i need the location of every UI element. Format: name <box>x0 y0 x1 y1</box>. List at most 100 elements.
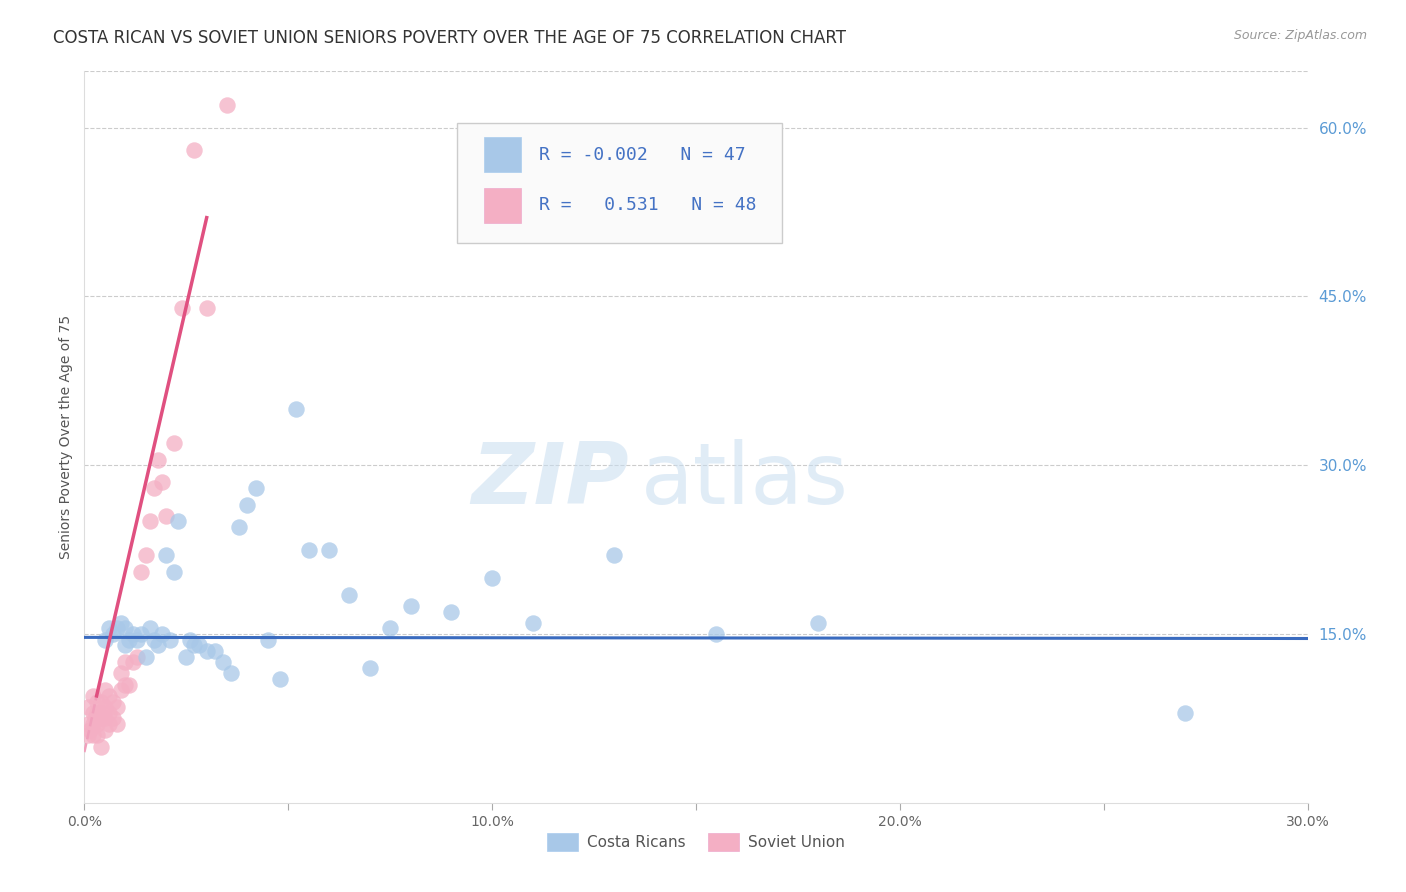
Point <box>138 621 160 635</box>
Point <box>118 678 141 692</box>
Point <box>135 649 157 664</box>
Point <box>87 711 110 725</box>
Point <box>146 638 169 652</box>
Point <box>142 481 165 495</box>
Point <box>127 632 149 647</box>
Point <box>163 565 186 579</box>
Point <box>807 615 830 630</box>
Point <box>82 706 104 720</box>
Point <box>399 599 422 613</box>
Point <box>183 638 205 652</box>
Point <box>110 666 132 681</box>
Point <box>135 548 157 562</box>
Point <box>91 706 114 720</box>
Point <box>97 706 120 720</box>
Point <box>245 481 267 495</box>
Point <box>97 689 120 703</box>
Point <box>90 739 112 754</box>
Point <box>77 700 100 714</box>
Y-axis label: Seniors Poverty Over the Age of 75: Seniors Poverty Over the Age of 75 <box>59 315 73 559</box>
Text: Source: ZipAtlas.com: Source: ZipAtlas.com <box>1233 29 1367 42</box>
Point <box>339 588 361 602</box>
Point <box>318 542 340 557</box>
Point <box>86 717 108 731</box>
Point <box>114 678 136 692</box>
Point <box>101 711 124 725</box>
Point <box>172 301 194 315</box>
Point <box>93 723 115 737</box>
Point <box>138 515 160 529</box>
Point <box>706 627 728 641</box>
Point <box>101 694 124 708</box>
Point <box>481 571 503 585</box>
Point <box>204 644 226 658</box>
Point <box>187 638 209 652</box>
Point <box>298 542 321 557</box>
Point <box>195 301 218 315</box>
Point <box>114 621 136 635</box>
Legend: Costa Ricans, Soviet Union: Costa Ricans, Soviet Union <box>541 827 851 857</box>
Point <box>380 621 402 635</box>
Point <box>285 401 308 416</box>
Point <box>127 649 149 664</box>
Point <box>77 728 100 742</box>
Point <box>522 615 544 630</box>
Point <box>82 717 104 731</box>
Point <box>105 700 128 714</box>
Point <box>86 728 108 742</box>
Point <box>440 605 463 619</box>
Point <box>110 615 132 630</box>
Point <box>359 661 381 675</box>
FancyBboxPatch shape <box>457 122 782 244</box>
Point <box>118 632 141 647</box>
Point <box>93 683 115 698</box>
Point <box>114 655 136 669</box>
Point <box>1174 706 1197 720</box>
Point <box>150 475 173 489</box>
Point <box>183 143 205 157</box>
Point <box>90 694 112 708</box>
Point <box>122 655 145 669</box>
Point <box>219 666 242 681</box>
Point <box>114 638 136 652</box>
Text: COSTA RICAN VS SOVIET UNION SENIORS POVERTY OVER THE AGE OF 75 CORRELATION CHART: COSTA RICAN VS SOVIET UNION SENIORS POVE… <box>53 29 846 46</box>
Point <box>257 632 280 647</box>
Point <box>82 689 104 703</box>
Point <box>163 435 186 450</box>
Point <box>155 548 177 562</box>
Point <box>195 644 218 658</box>
Point <box>159 632 181 647</box>
Point <box>150 627 173 641</box>
Point <box>146 452 169 467</box>
Point <box>105 717 128 731</box>
Point <box>77 717 100 731</box>
Point <box>83 711 105 725</box>
Text: R =   0.531   N = 48: R = 0.531 N = 48 <box>540 196 756 214</box>
Point <box>93 632 115 647</box>
Point <box>236 498 259 512</box>
Point <box>93 711 115 725</box>
Point <box>217 98 239 112</box>
Point <box>131 627 153 641</box>
Point <box>174 649 197 664</box>
Point <box>101 627 124 641</box>
Point <box>93 700 115 714</box>
Text: R = -0.002   N = 47: R = -0.002 N = 47 <box>540 145 747 164</box>
Point <box>212 655 235 669</box>
Point <box>110 683 132 698</box>
Point <box>155 508 177 523</box>
Point <box>86 694 108 708</box>
Point <box>79 723 101 737</box>
Point <box>122 627 145 641</box>
Text: ZIP: ZIP <box>471 440 628 523</box>
Point <box>142 632 165 647</box>
Point <box>82 728 104 742</box>
Point <box>179 632 201 647</box>
Point <box>131 565 153 579</box>
Point <box>86 706 108 720</box>
Point <box>228 520 250 534</box>
Point <box>167 515 190 529</box>
Point <box>97 717 120 731</box>
Point <box>97 621 120 635</box>
Bar <box>484 137 522 172</box>
